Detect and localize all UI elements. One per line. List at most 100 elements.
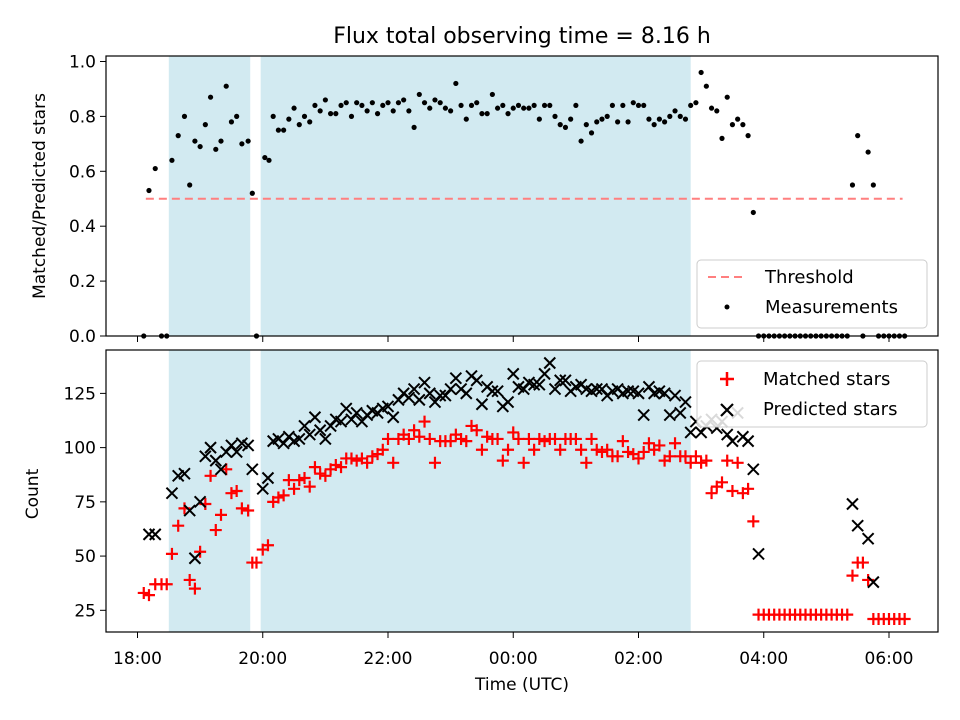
predicted-star-point	[183, 504, 196, 517]
predicted-star-point	[433, 389, 447, 402]
measurement-point	[411, 124, 417, 130]
measurement-point	[458, 102, 464, 109]
bottom-axis-ticks: 25 50 75 100 125 18:00 20:00 22:00 00:00 02:00 04:…	[64, 384, 914, 669]
matched-star-point	[481, 430, 494, 443]
predicted-star-point	[381, 400, 395, 413]
measurement-point	[187, 182, 193, 188]
measurement-point	[359, 102, 365, 109]
matched-star-point	[496, 454, 509, 467]
highlight-span	[168, 56, 251, 336]
measurement-point	[223, 83, 229, 89]
predicted-star-point	[548, 382, 562, 396]
matched-star-point	[705, 487, 718, 500]
measurement-point	[578, 138, 584, 144]
predicted-star-point	[402, 391, 416, 404]
matched-star-point	[595, 445, 608, 458]
matched-star-point	[455, 432, 468, 445]
matched-star-point	[329, 458, 342, 471]
measurement-point	[849, 182, 856, 188]
matched-star-point	[475, 443, 488, 456]
measurement-point	[291, 105, 297, 111]
predicted-star-point	[246, 463, 259, 476]
y-tick-label: 1.0	[69, 52, 96, 72]
predicted-star-point	[149, 528, 162, 541]
y-tick-label: 100	[64, 439, 96, 459]
matched-star-point	[272, 491, 285, 504]
y-tick-label: 25	[74, 601, 96, 621]
predicted-star-point	[449, 371, 463, 385]
predicted-star-point	[407, 382, 421, 396]
measurement-point	[348, 113, 355, 119]
matched-star-point	[160, 578, 173, 591]
matched-star-point	[142, 589, 155, 602]
measurement-point	[729, 122, 736, 128]
x-tick-label: 06:00	[865, 649, 914, 669]
matched-star-point	[470, 424, 483, 437]
predicted-star-point	[658, 387, 671, 400]
predicted-star-point	[470, 374, 483, 387]
y-tick-label: 125	[64, 384, 96, 404]
predicted-star-point	[726, 434, 739, 448]
measurement-point	[547, 102, 553, 109]
matched-star-point	[172, 519, 185, 532]
predicted-star-point	[298, 419, 311, 433]
matched-star-point	[522, 432, 535, 445]
matched-star-point	[684, 456, 697, 469]
predicted-star-point	[165, 486, 179, 500]
x-tick-label: 04:00	[739, 649, 788, 669]
matched-star-point	[303, 480, 316, 493]
top-axis-ticks: 0.0 0.2 0.4 0.6 0.8 1.0	[69, 52, 890, 347]
predicted-star-point	[214, 463, 228, 476]
measurement-point	[510, 105, 516, 111]
y-tick-label: 0.4	[69, 217, 96, 237]
matched-star-point	[528, 443, 541, 456]
measurement-point	[401, 97, 407, 103]
matched-star-point	[350, 454, 363, 467]
measurement-point	[395, 100, 402, 106]
measurement-point	[192, 138, 198, 144]
measurement-point	[406, 108, 412, 114]
matched-star-point	[293, 474, 306, 487]
measurement-point	[677, 113, 683, 119]
measurement-point	[213, 146, 219, 152]
predicted-star-point	[851, 519, 864, 532]
measurement-point	[667, 113, 673, 119]
matched-star-point	[632, 452, 645, 465]
x-tick-label: 18:00	[113, 649, 162, 669]
matched-star-point	[298, 471, 311, 484]
predicted-star-point	[491, 385, 504, 398]
measurement-point	[515, 102, 522, 109]
matched-star-point	[747, 515, 760, 528]
matched-star-point	[242, 504, 255, 517]
matched-star-point	[423, 432, 436, 445]
matched-star-point	[209, 524, 222, 537]
measurement-point	[531, 102, 537, 109]
top-panel: 0.0 0.2 0.4 0.6 0.8 1.0 Matched/Predicted sta…	[30, 52, 939, 347]
matched-star-point	[679, 450, 692, 463]
measurement-point	[421, 100, 428, 106]
matched-star-point	[502, 443, 515, 456]
matched-star-point	[549, 432, 561, 445]
predicted-star-point	[350, 406, 363, 420]
measurement-point	[724, 94, 730, 100]
measurement-point	[270, 113, 276, 119]
measurement-point	[301, 113, 308, 119]
matched-star-point	[569, 432, 582, 445]
predicted-star-point	[867, 575, 880, 589]
measurement-point	[656, 116, 662, 122]
matched-star-point	[616, 435, 629, 448]
measurement-point	[494, 105, 501, 111]
top-legend: Threshold Measurements	[696, 259, 928, 329]
matched-star-point	[250, 556, 263, 569]
matched-star-point	[742, 482, 755, 495]
measurement-point	[855, 133, 861, 139]
matched-star-point	[261, 539, 274, 552]
measurement-point	[651, 122, 657, 128]
predicted-star-point	[188, 552, 202, 565]
measurement-point	[374, 111, 381, 117]
bottom-panel: 25 50 75 100 125 18:00 20:00 22:00 00:00 02:00 04:…	[23, 349, 939, 695]
predicted-star-point	[256, 482, 269, 496]
measurement-point	[641, 102, 647, 109]
legend-predicted-swatch	[720, 403, 734, 417]
measurement-point	[484, 111, 490, 117]
